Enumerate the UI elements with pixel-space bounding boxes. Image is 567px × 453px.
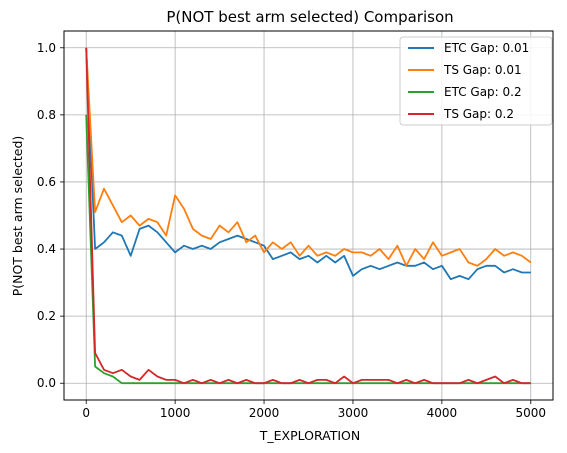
series-line-ts-gap-0-01 (85, 47, 532, 267)
x-axis-label: T_EXPLORATION (259, 428, 361, 443)
y-tick-label: 0.6 (37, 175, 56, 189)
legend-box (399, 36, 553, 126)
legend-label-etc-gap-0-2: ETC Gap: 0.2 (444, 85, 522, 99)
x-tick-label: 2000 (249, 406, 280, 420)
y-tick-label: 1.0 (37, 41, 56, 55)
legend-label-etc-gap-0-01: ETC Gap: 0.01 (444, 41, 529, 55)
series-layer (85, 47, 532, 385)
x-tick-label: 0 (82, 406, 90, 420)
y-tick-label: 0.8 (37, 108, 56, 122)
plot-frame (63, 30, 554, 401)
legend-label-ts-gap-0-2: TS Gap: 0.2 (443, 107, 514, 121)
y-axis-label: P(NOT best arm selected) (10, 136, 25, 297)
x-tick-label: 5000 (515, 406, 546, 420)
y-tick-label: 0.2 (37, 309, 56, 323)
chart-title: P(NOT best arm selected) Comparison (166, 8, 453, 26)
y-tick-label: 0.0 (37, 376, 56, 390)
y-tick-label: 0.4 (37, 242, 56, 256)
x-tick-label: 3000 (338, 406, 369, 420)
legend: ETC Gap: 0.01 TS Gap: 0.01 ETC Gap: 0.2 … (399, 36, 553, 126)
ticks: 0 1000 2000 3000 4000 5000 0.0 0.2 0.4 0.6 0.8 1.0 (37, 41, 546, 420)
series-line-etc-gap-0-01 (85, 47, 531, 281)
x-tick-label: 4000 (427, 406, 458, 420)
legend-label-ts-gap-0-01: TS Gap: 0.01 (443, 63, 522, 77)
series-line-ts-gap-0-2 (85, 47, 531, 385)
x-tick-label: 1000 (160, 406, 191, 420)
